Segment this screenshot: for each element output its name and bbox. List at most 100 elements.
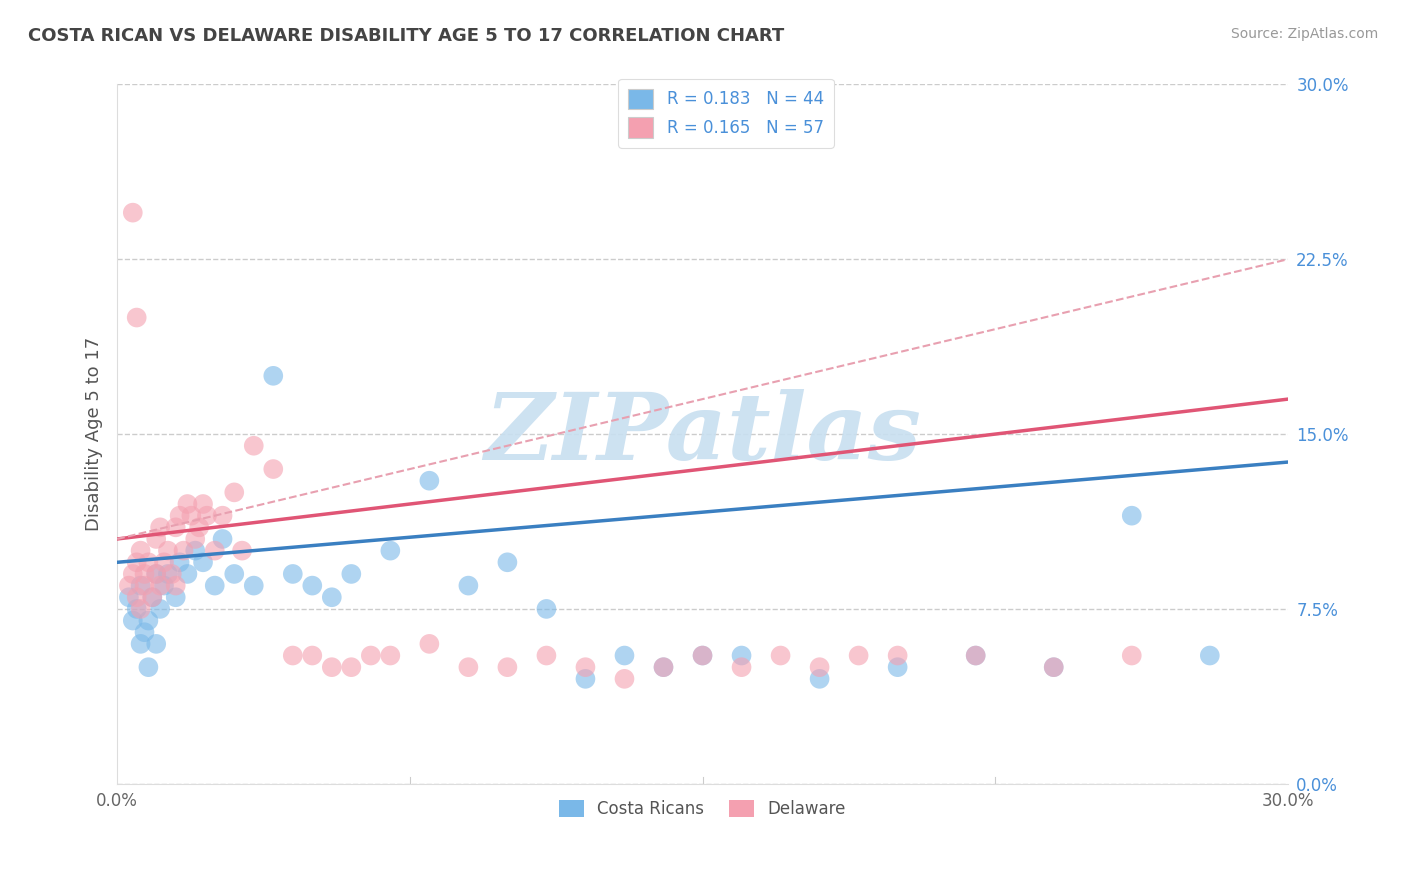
Point <box>204 543 226 558</box>
Point <box>184 543 207 558</box>
Point <box>536 602 558 616</box>
Point <box>169 555 191 569</box>
Point <box>165 579 187 593</box>
Point <box>176 497 198 511</box>
Point <box>118 591 141 605</box>
Point <box>204 579 226 593</box>
Point <box>886 660 908 674</box>
Text: Source: ZipAtlas.com: Source: ZipAtlas.com <box>1230 27 1378 41</box>
Point <box>965 648 987 663</box>
Point <box>134 566 156 581</box>
Point <box>138 660 160 674</box>
Point <box>224 566 246 581</box>
Point <box>149 579 172 593</box>
Point <box>125 602 148 616</box>
Point <box>138 555 160 569</box>
Point <box>730 648 752 663</box>
Point <box>176 566 198 581</box>
Point <box>1042 660 1064 674</box>
Point <box>156 566 179 581</box>
Point <box>886 648 908 663</box>
Point <box>156 543 179 558</box>
Point <box>301 648 323 663</box>
Point <box>129 602 152 616</box>
Point <box>129 543 152 558</box>
Point <box>496 555 519 569</box>
Point <box>380 648 402 663</box>
Point <box>360 648 382 663</box>
Point <box>418 474 440 488</box>
Point <box>1121 508 1143 523</box>
Point <box>134 579 156 593</box>
Point <box>301 579 323 593</box>
Legend: Costa Ricans, Delaware: Costa Ricans, Delaware <box>553 793 852 824</box>
Point <box>125 310 148 325</box>
Point <box>211 532 233 546</box>
Point <box>340 660 363 674</box>
Point <box>153 555 176 569</box>
Point <box>457 660 479 674</box>
Point <box>231 543 253 558</box>
Point <box>769 648 792 663</box>
Point <box>145 532 167 546</box>
Point <box>281 648 304 663</box>
Point <box>536 648 558 663</box>
Point <box>730 660 752 674</box>
Point <box>613 648 636 663</box>
Point <box>165 591 187 605</box>
Text: COSTA RICAN VS DELAWARE DISABILITY AGE 5 TO 17 CORRELATION CHART: COSTA RICAN VS DELAWARE DISABILITY AGE 5… <box>28 27 785 45</box>
Point <box>418 637 440 651</box>
Point <box>141 591 163 605</box>
Point <box>211 508 233 523</box>
Point <box>145 637 167 651</box>
Text: ZIPatlas: ZIPatlas <box>484 389 921 479</box>
Point <box>149 602 172 616</box>
Point <box>129 579 152 593</box>
Point <box>224 485 246 500</box>
Point <box>195 508 218 523</box>
Point <box>262 368 284 383</box>
Point <box>121 614 143 628</box>
Point <box>380 543 402 558</box>
Point <box>138 614 160 628</box>
Point <box>965 648 987 663</box>
Point <box>118 579 141 593</box>
Point <box>1121 648 1143 663</box>
Point <box>145 566 167 581</box>
Point <box>692 648 714 663</box>
Point <box>496 660 519 674</box>
Point <box>180 508 202 523</box>
Point <box>169 508 191 523</box>
Point <box>121 566 143 581</box>
Point <box>173 543 195 558</box>
Point <box>652 660 675 674</box>
Point <box>134 625 156 640</box>
Point <box>652 660 675 674</box>
Point <box>184 532 207 546</box>
Point <box>242 439 264 453</box>
Point <box>242 579 264 593</box>
Point <box>160 566 183 581</box>
Point <box>574 672 596 686</box>
Point <box>340 566 363 581</box>
Point <box>321 660 343 674</box>
Point <box>149 520 172 534</box>
Point <box>613 672 636 686</box>
Point <box>125 555 148 569</box>
Point <box>141 591 163 605</box>
Point <box>191 497 214 511</box>
Point <box>457 579 479 593</box>
Point <box>848 648 870 663</box>
Point <box>121 205 143 219</box>
Point <box>188 520 211 534</box>
Point <box>191 555 214 569</box>
Point <box>321 591 343 605</box>
Point <box>153 579 176 593</box>
Point <box>808 660 831 674</box>
Y-axis label: Disability Age 5 to 17: Disability Age 5 to 17 <box>86 337 103 532</box>
Point <box>692 648 714 663</box>
Point <box>125 591 148 605</box>
Point <box>1198 648 1220 663</box>
Point <box>281 566 304 581</box>
Point <box>165 520 187 534</box>
